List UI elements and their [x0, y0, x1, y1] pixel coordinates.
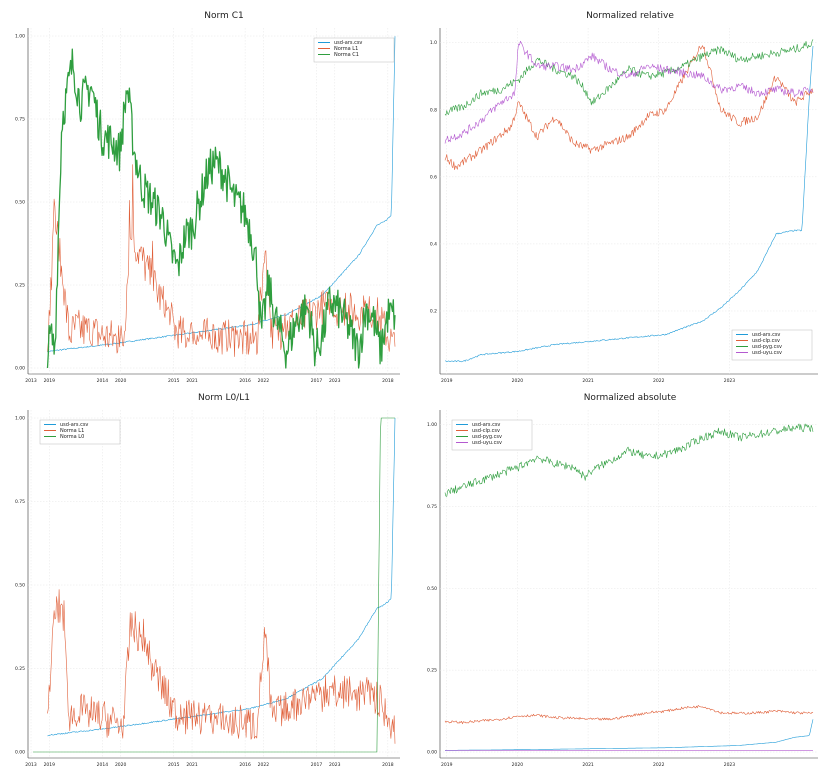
x-tick-label: 2016	[239, 378, 251, 384]
x-tick-label: 2015	[168, 762, 180, 768]
series-line	[47, 417, 396, 737]
series-line	[444, 40, 814, 144]
x-tick-label: 2019	[44, 378, 56, 384]
x-tick-label: 2023	[329, 378, 341, 384]
y-tick-label: 0.50	[427, 586, 437, 592]
legend-entry: usd-ars.csv	[752, 332, 780, 338]
panel-normalized-absolute: Normalized absolute 0.00 0.25 0.50 0.75 1.00…	[427, 393, 818, 768]
y-tick-label: 1.00	[15, 34, 25, 40]
y-tick-label: 1.00	[427, 422, 437, 428]
legend: usd-ars.csvusd-clp.csvusd-pyg.csvusd-uyu…	[731, 329, 813, 361]
legend-entry: Norma L0	[60, 434, 84, 440]
legend-entry: usd-uyu.csv	[752, 350, 782, 356]
panel-norm-c1: Norm C1 0.00 0.25 0.50 0.75 1.00 2013 2019 2014…	[15, 11, 400, 384]
legend-entry: usd-ars.csv	[472, 422, 500, 428]
x-tick-label: 2014	[97, 378, 109, 384]
y-tick-label: 0.00	[15, 750, 25, 756]
x-tick-label: 2021	[186, 762, 198, 768]
legend-entry: Norma C1	[334, 52, 359, 58]
series-line	[47, 589, 396, 744]
x-tick-label: 2022	[258, 762, 270, 768]
series-line	[47, 36, 396, 353]
series-line	[444, 45, 814, 363]
y-tick-label: 1.0	[430, 40, 437, 46]
y-tick-label: 0.00	[15, 366, 25, 372]
x-tick-label: 2019	[441, 378, 453, 384]
x-tick-label: 2014	[97, 762, 109, 768]
legend-entry: Norma L1	[60, 428, 84, 434]
x-tick-label: 2020	[512, 762, 524, 768]
x-tick-label: 2019	[441, 762, 453, 768]
x-tick-label: 2021	[582, 378, 594, 384]
chart-title: Norm C1	[204, 11, 243, 21]
x-tick-label: 2013	[25, 378, 37, 384]
x-tick-label: 2022	[653, 762, 665, 768]
chart-title: Norm L0/L1	[198, 393, 250, 403]
series-line	[444, 39, 814, 116]
x-tick-label: 2017	[311, 762, 323, 768]
legend-entry: usd-ars.csv	[60, 422, 88, 428]
y-tick-label: 0.2	[430, 308, 437, 314]
y-tick-label: 0.50	[15, 200, 25, 206]
y-tick-label: 0.6	[430, 174, 437, 180]
y-tick-label: 0.8	[430, 107, 437, 113]
x-tick-label: 2022	[258, 378, 270, 384]
legend-entry: usd-pyg.csv	[752, 344, 782, 350]
legend-entry: usd-clp.csv	[752, 338, 780, 344]
series-line	[33, 417, 395, 753]
y-tick-label: 0.4	[430, 241, 437, 247]
legend-entry: usd-ars.csv	[334, 40, 362, 46]
y-tick-label: 0.50	[15, 583, 25, 589]
legend-entry: usd-clp.csv	[472, 428, 500, 434]
series-line	[47, 164, 396, 357]
x-tick-label: 2023	[724, 762, 736, 768]
legend-entry: Norma L1	[334, 46, 358, 52]
legend-entry: usd-uyu.csv	[472, 440, 502, 446]
x-tick-label: 2020	[115, 378, 127, 384]
x-tick-label: 2017	[311, 378, 323, 384]
x-tick-label: 2021	[582, 762, 594, 768]
legend-entry: usd-pyg.csv	[472, 434, 502, 440]
y-tick-label: 0.00	[427, 750, 437, 756]
panel-normalized-relative: Normalized relative 0.2 0.4 0.6 0.8 1.0 2019 2…	[430, 11, 818, 384]
x-tick-label: 2015	[168, 378, 180, 384]
y-tick-label: 0.75	[15, 117, 25, 123]
series-line	[444, 423, 814, 497]
x-tick-label: 2019	[44, 762, 56, 768]
chart-title: Normalized relative	[586, 11, 674, 21]
y-tick-label: 1.00	[15, 416, 25, 422]
x-tick-label: 2022	[653, 378, 665, 384]
x-tick-label: 2021	[186, 378, 198, 384]
x-tick-label: 2023	[329, 762, 341, 768]
series-line	[444, 45, 814, 170]
x-tick-label: 2020	[115, 762, 127, 768]
y-tick-label: 0.25	[427, 668, 437, 674]
x-tick-label: 2016	[239, 762, 251, 768]
panel-norm-l0-l1: Norm L0/L1 0.00 0.25 0.50 0.75 1.00 2013 2019 2…	[15, 393, 400, 768]
x-tick-label: 2020	[512, 378, 524, 384]
x-tick-label: 2018	[382, 378, 394, 384]
y-tick-label: 0.25	[15, 666, 25, 672]
chart-title: Normalized absolute	[584, 393, 677, 403]
x-tick-label: 2023	[724, 378, 736, 384]
y-tick-label: 0.75	[15, 499, 25, 505]
legend: usd-ars.csvusd-clp.csvusd-pyg.csvusd-uyu…	[451, 419, 533, 451]
series-line	[46, 48, 396, 369]
x-tick-label: 2013	[25, 762, 37, 768]
y-tick-label: 0.25	[15, 283, 25, 289]
series-line	[445, 719, 814, 751]
y-tick-label: 0.75	[427, 504, 437, 510]
series-line	[444, 705, 814, 725]
x-tick-label: 2018	[382, 762, 394, 768]
